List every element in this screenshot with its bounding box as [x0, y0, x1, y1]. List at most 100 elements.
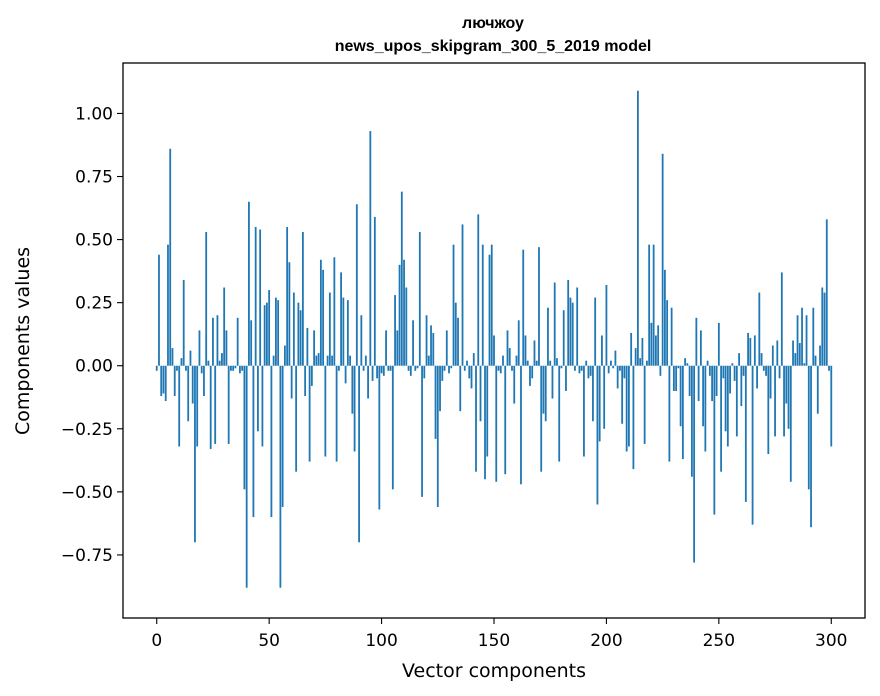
bar-122 [430, 325, 432, 366]
bar-212 [632, 365, 635, 470]
y-tick-label: 0.50 [75, 231, 113, 251]
bar-61 [292, 292, 295, 366]
bar-249 [715, 365, 718, 396]
bar-98 [376, 365, 378, 379]
bar-92 [362, 365, 365, 371]
bar-132 [452, 244, 455, 366]
x-tick-label: 300 [815, 631, 847, 651]
bar-87 [351, 365, 354, 414]
bar-143 [477, 214, 480, 366]
bar-191 [585, 360, 588, 366]
bar-86 [349, 355, 351, 366]
bar-68 [308, 365, 311, 462]
bar-144 [479, 365, 482, 422]
bar-123 [432, 332, 435, 366]
bar-121 [427, 355, 430, 366]
bar-257 [733, 365, 736, 381]
bar-113 [409, 365, 412, 376]
bar-172 [542, 365, 545, 414]
bar-250 [717, 322, 720, 366]
bar-242 [699, 330, 702, 366]
bar-146 [484, 365, 486, 480]
bar-234 [681, 365, 684, 460]
bar-124 [434, 365, 437, 439]
bar-182 [565, 365, 567, 391]
y-tick-label: 0.25 [75, 294, 113, 314]
bar-43 [252, 365, 255, 518]
bar-197 [598, 365, 601, 442]
bar-138 [466, 360, 468, 366]
bar-273 [769, 365, 772, 399]
bar-165 [526, 360, 529, 366]
bar-189 [580, 365, 583, 371]
bar-60 [290, 365, 293, 399]
bar-244 [704, 365, 707, 452]
bar-164 [524, 335, 527, 366]
bar-155 [504, 365, 507, 475]
bar-267 [756, 365, 758, 389]
bar-198 [601, 335, 603, 366]
bar-296 [821, 287, 824, 366]
bar-25 [212, 317, 214, 366]
bar-29 [221, 353, 223, 366]
y-axis-label: Components values [12, 247, 34, 435]
bar-114 [412, 320, 414, 366]
bar-117 [418, 232, 421, 366]
bar-237 [688, 365, 691, 396]
bar-119 [423, 365, 426, 379]
bar-131 [450, 365, 453, 369]
bar-284 [794, 353, 797, 366]
bar-210 [628, 365, 630, 447]
bar-96 [371, 365, 374, 381]
bar-162 [520, 365, 522, 485]
bar-104 [389, 365, 392, 371]
x-axis-label: Vector components [402, 660, 586, 682]
bar-106 [394, 295, 396, 366]
y-axis-ticks: −0.75 −0.50 −0.25 0.00 0.25 0.50 0.75 1.00 [61, 104, 123, 566]
bar-238 [690, 365, 693, 477]
bar-154 [502, 355, 504, 366]
bar-228 [668, 365, 671, 462]
bar-79 [333, 257, 336, 366]
bar-204 [614, 350, 617, 366]
bar-10 [178, 365, 181, 447]
bar-171 [540, 365, 543, 472]
bar-41 [248, 201, 250, 366]
bar-265 [751, 365, 754, 525]
y-tick-label: 1.00 [75, 104, 113, 124]
y-tick-label: −0.25 [61, 420, 113, 440]
bar-187 [576, 287, 579, 366]
bar-290 [807, 365, 810, 490]
bar-32 [227, 365, 230, 444]
bar-33 [230, 365, 232, 371]
bar-295 [819, 345, 821, 366]
bar-299 [828, 365, 830, 371]
bar-81 [337, 365, 340, 371]
bar-181 [562, 310, 565, 366]
bar-67 [306, 327, 309, 366]
bar-235 [684, 358, 687, 366]
bar-258 [735, 365, 738, 437]
bar-225 [661, 153, 664, 366]
bar-12 [182, 279, 185, 366]
bar-128 [443, 365, 446, 371]
bar-45 [257, 365, 259, 432]
bar-214 [637, 90, 639, 366]
x-tick-label: 200 [590, 631, 622, 651]
bar-7 [171, 348, 174, 366]
bar-48 [263, 305, 266, 366]
bar-70 [313, 330, 316, 366]
bar-53 [275, 297, 277, 366]
bar-200 [605, 285, 608, 366]
bar-66 [304, 365, 307, 396]
bar-297 [823, 292, 826, 366]
bar-232 [677, 365, 680, 369]
bar-252 [722, 365, 725, 379]
bar-0 [155, 365, 158, 371]
bar-263 [747, 332, 749, 366]
bar-190 [583, 365, 585, 457]
bar-292 [812, 307, 815, 366]
bar-35 [234, 365, 237, 369]
bar-94 [367, 365, 369, 399]
bar-19 [198, 330, 201, 366]
